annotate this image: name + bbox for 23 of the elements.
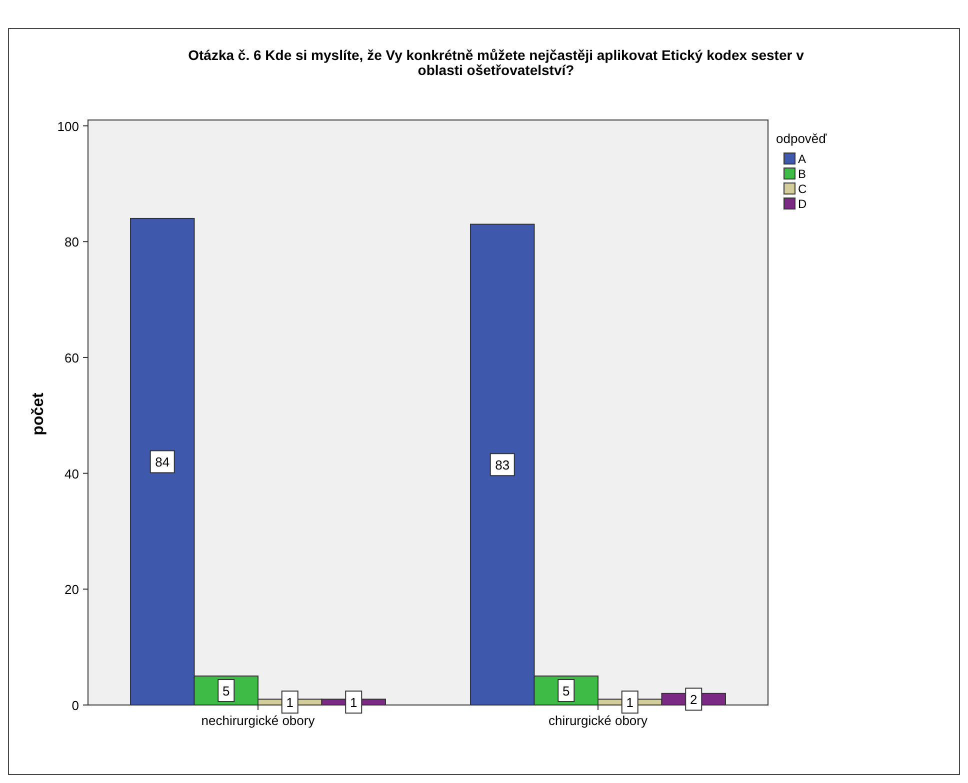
y-tick-label: 40 (64, 466, 79, 482)
y-tick-label: 20 (64, 582, 79, 598)
data-label: 1 (626, 695, 634, 710)
x-tick-label: chirurgické obory (548, 713, 648, 728)
data-label: 84 (155, 454, 170, 470)
x-tick-label: nechirurgické obory (201, 713, 316, 728)
legend-label: C (798, 182, 807, 196)
y-tick-label: 60 (64, 350, 79, 366)
legend-label: D (798, 197, 807, 211)
data-label: 5 (562, 684, 570, 699)
data-label: 2 (690, 692, 698, 708)
data-label: 1 (350, 695, 358, 710)
legend-label: A (798, 152, 806, 166)
y-tick-label: 100 (57, 118, 79, 134)
data-label: 83 (495, 458, 510, 473)
data-label: 5 (222, 684, 230, 699)
y-axis-title: počet (30, 392, 47, 436)
legend-title: odpověď (776, 131, 828, 146)
data-label: 1 (286, 695, 294, 710)
chart-title: Otázka č. 6 Kde si myslíte, že Vy konkrétně můžete nejčastěji aplikovat Etický kodex sester v oblasti ošetřovatelství? (188, 47, 804, 78)
y-tick-label: 80 (64, 234, 79, 250)
legend-label: B (798, 167, 806, 181)
y-tick-label: 0 (72, 698, 79, 713)
